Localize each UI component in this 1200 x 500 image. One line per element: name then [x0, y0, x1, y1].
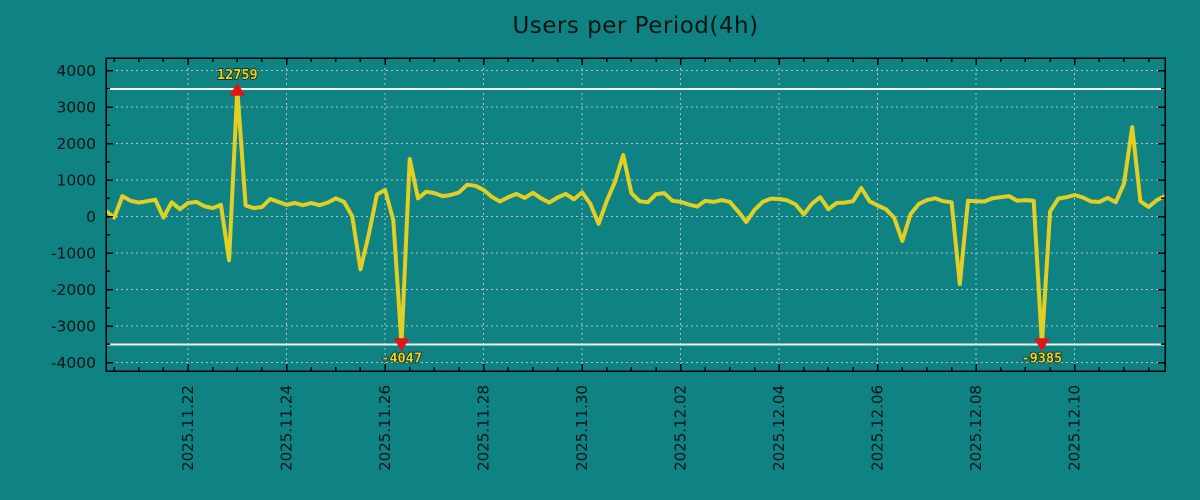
peak-marker-down-icon	[1033, 338, 1050, 352]
peak-annotation: -4047	[381, 350, 422, 366]
y-tick-label: 1000	[57, 172, 96, 190]
peak-marker-down-icon	[393, 338, 410, 352]
x-tick-label: 2025.11.26	[376, 385, 394, 471]
peak-marker-up-icon	[229, 82, 246, 96]
plot-border	[105, 57, 1166, 372]
y-tick-label: -2000	[51, 281, 96, 299]
x-tick-label: 2025.12.10	[1066, 385, 1084, 471]
y-tick-label: 3000	[57, 99, 96, 117]
chart-title: Users per Period(4h)	[512, 13, 759, 39]
y-tick-label: 4000	[57, 62, 96, 80]
y-tick-label: 2000	[57, 135, 96, 153]
series-line	[104, 86, 1166, 347]
x-tick-label: 2025.12.08	[967, 385, 985, 471]
peak-annotation: 12759	[217, 67, 258, 83]
y-tick-label: -3000	[51, 318, 96, 336]
x-tick-label: 2025.12.04	[770, 385, 788, 471]
x-tick-label: 2025.11.30	[573, 385, 591, 471]
x-tick-label: 2025.11.22	[179, 385, 197, 471]
y-tick-label: -1000	[51, 245, 96, 263]
x-tick-label: 2025.12.02	[672, 385, 690, 471]
y-tick-label: 0	[86, 208, 96, 226]
x-tick-label: 2025.11.24	[278, 385, 296, 471]
peak-annotation: -9385	[1022, 350, 1063, 366]
y-tick-label: -4000	[51, 354, 96, 372]
x-tick-label: 2025.11.28	[475, 385, 493, 471]
x-tick-label: 2025.12.06	[869, 385, 887, 471]
